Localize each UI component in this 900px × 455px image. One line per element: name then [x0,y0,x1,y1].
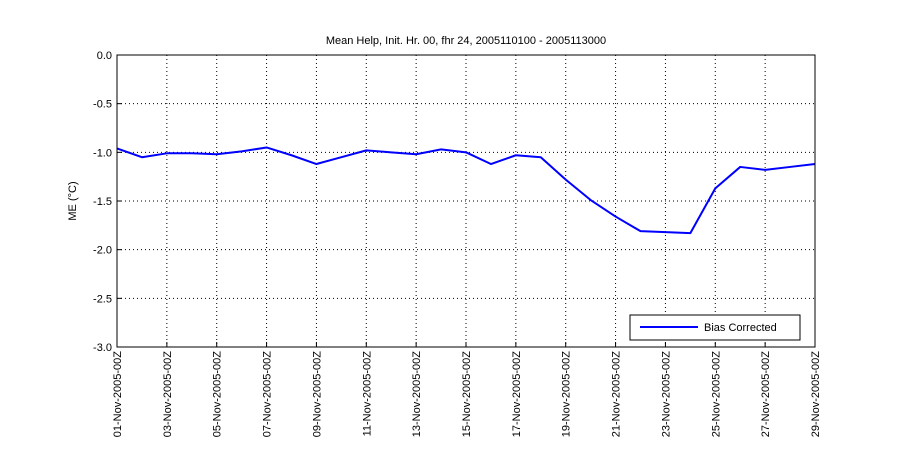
grid [116,54,816,348]
y-tick-label: -0.5 [93,99,112,111]
x-tick-label: 29-Nov-2005-00Z [810,351,822,437]
x-tick-label: 07-Nov-2005-00Z [262,351,274,437]
x-tick-label: 03-Nov-2005-00Z [162,351,174,437]
x-tick-label: 23-Nov-2005-00Z [660,351,672,437]
y-tick-label: -3.0 [93,342,112,354]
x-tick-label: 11-Nov-2005-00Z [361,351,373,437]
legend: Bias Corrected [629,314,801,341]
x-tick-label: 09-Nov-2005-00Z [311,351,323,437]
y-tick-label: -2.0 [93,245,112,257]
x-tick-label: 25-Nov-2005-00Z [710,351,722,437]
y-tick-label: -1.5 [93,196,112,208]
chart-title: Mean Help, Init. Hr. 00, fhr 24, 2005110… [326,35,606,47]
series-line-bias-corrected [116,146,816,235]
x-tick-label: 15-Nov-2005-00Z [461,351,473,437]
axis-ticks: 0.0 -0.5 -1.0 -1.5 -2.0 -2.5 -3.001-Nov-2005-0… [93,50,822,437]
x-tick-label: 27-Nov-2005-00Z [760,351,772,437]
y-axis-label: ME (°C) [67,181,79,220]
series-lines [116,146,816,235]
x-tick-label: 13-Nov-2005-00Z [411,351,423,437]
x-tick-label: 01-Nov-2005-00Z [112,351,124,437]
y-tick-label: 0.0 [97,50,112,62]
x-tick-label: 17-Nov-2005-00Z [511,351,523,437]
plot-frame [116,54,816,348]
x-tick-label: 21-Nov-2005-00Z [611,351,623,437]
y-tick-label: -2.5 [93,293,112,305]
y-tick-label: -1.0 [93,147,112,159]
x-tick-label: 05-Nov-2005-00Z [212,351,224,437]
legend-label: Bias Corrected [704,322,777,334]
x-tick-label: 19-Nov-2005-00Z [561,351,573,437]
